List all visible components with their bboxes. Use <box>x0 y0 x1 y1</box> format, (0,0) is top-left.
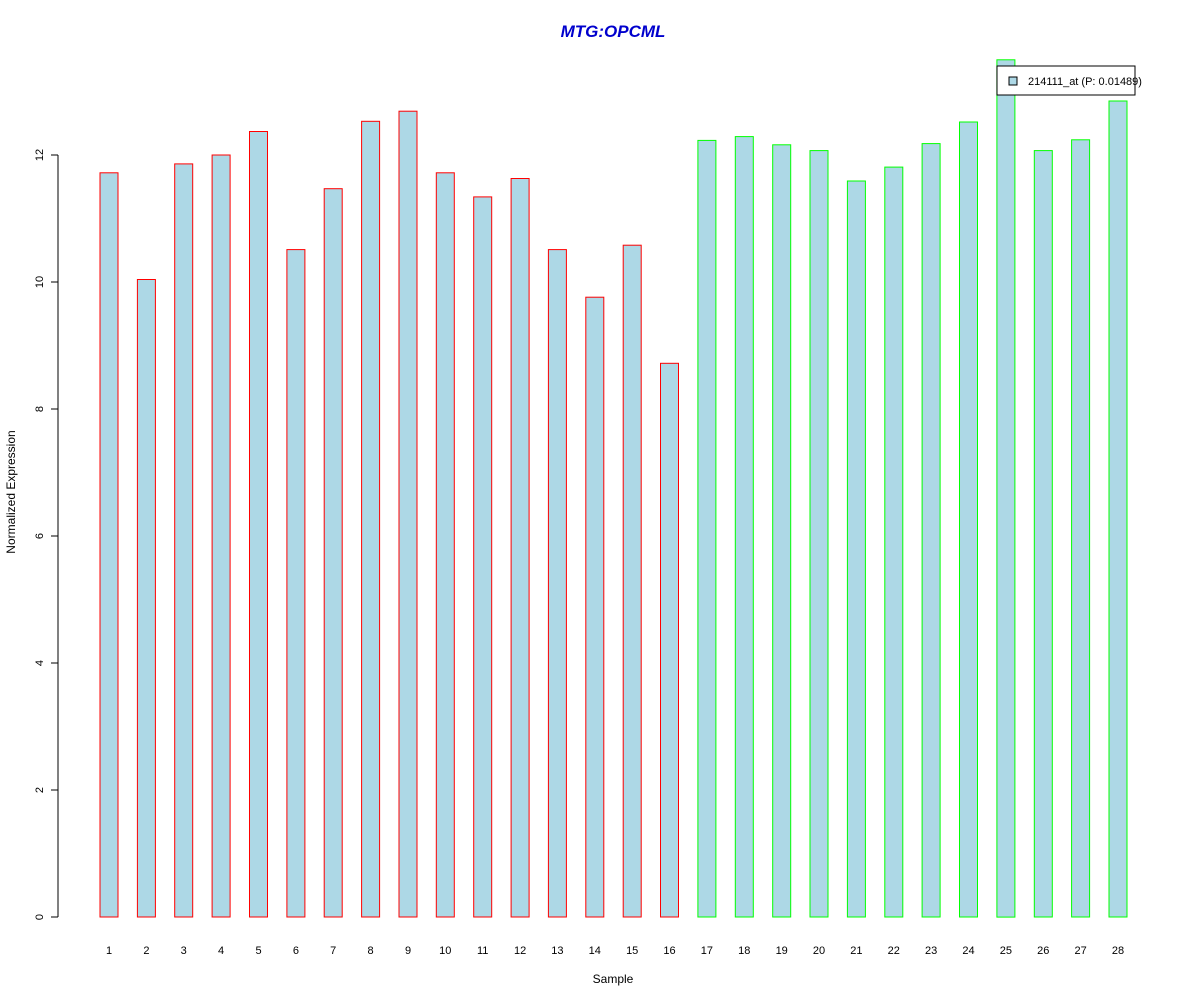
x-tick-label: 8 <box>368 945 374 957</box>
bar-sample-10 <box>435 172 455 918</box>
bar-sample-11 <box>473 196 493 918</box>
bar-sample-8 <box>361 120 381 918</box>
y-tick-label: 2 <box>34 787 46 793</box>
bar-sample-21 <box>846 180 866 918</box>
bar-sample-15 <box>622 244 642 918</box>
bar-sample-13 <box>547 249 567 918</box>
x-tick-label: 28 <box>1112 945 1124 957</box>
y-tick-label: 10 <box>34 276 46 288</box>
y-tick-label: 6 <box>34 533 46 539</box>
bar-sample-26 <box>1033 150 1053 918</box>
x-tick-label: 3 <box>181 945 187 957</box>
x-tick-label: 18 <box>738 945 750 957</box>
x-tick-label: 2 <box>143 945 149 957</box>
bar-sample-1 <box>99 172 119 918</box>
x-tick-label: 1 <box>106 945 112 957</box>
bar-sample-23 <box>921 143 941 918</box>
y-tick-label: 12 <box>34 149 46 161</box>
bar-sample-2 <box>136 279 156 918</box>
bar-sample-7 <box>323 188 343 918</box>
x-tick-label: 17 <box>701 945 713 957</box>
x-tick-labels: 1 2 3 4 5 6 7 8 9 10 11 12 13 14 15 16 17 18 19 20 21 22 23 24 2… <box>106 945 1124 957</box>
bar-sample-4 <box>211 154 231 918</box>
x-tick-label: 6 <box>293 945 299 957</box>
bar-sample-12 <box>510 178 530 918</box>
bar-sample-18 <box>734 136 754 918</box>
x-tick-label: 22 <box>888 945 900 957</box>
x-tick-label: 20 <box>813 945 825 957</box>
bar-sample-20 <box>809 150 829 918</box>
x-tick-label: 16 <box>663 945 675 957</box>
x-tick-label: 27 <box>1074 945 1086 957</box>
y-axis-label: Normalized Expression <box>4 430 18 553</box>
y-axis: 0 2 4 6 8 10 12 <box>34 149 59 920</box>
x-tick-label: 24 <box>962 945 974 957</box>
y-tick-label: 8 <box>34 406 46 412</box>
x-tick-label: 23 <box>925 945 937 957</box>
bar-sample-6 <box>286 249 306 918</box>
chart-title: MTG:OPCML <box>561 22 666 41</box>
legend-label: 214111_at (P: 0.01489) <box>1028 76 1142 88</box>
y-tick-label: 0 <box>34 914 46 920</box>
bar-sample-28 <box>1108 100 1128 918</box>
bar-sample-17 <box>697 139 717 918</box>
legend-box <box>996 65 1136 96</box>
x-tick-label: 25 <box>1000 945 1012 957</box>
bar-sample-27 <box>1071 139 1091 918</box>
x-tick-label: 21 <box>850 945 862 957</box>
x-tick-label: 12 <box>514 945 526 957</box>
bars-group <box>99 59 1128 918</box>
bar-sample-24 <box>959 121 978 918</box>
x-tick-label: 5 <box>255 945 261 957</box>
x-tick-label: 11 <box>477 945 488 957</box>
bar-sample-19 <box>772 144 792 918</box>
x-tick-label: 14 <box>589 945 601 957</box>
bar-sample-5 <box>249 131 268 918</box>
bar-sample-14 <box>585 296 605 918</box>
x-tick-label: 26 <box>1037 945 1049 957</box>
bar-sample-3 <box>174 163 194 918</box>
y-tick-label: 4 <box>34 660 46 666</box>
x-tick-label: 13 <box>551 945 563 957</box>
x-tick-label: 9 <box>405 945 411 957</box>
x-axis-label: Sample <box>593 972 634 986</box>
bar-sample-9 <box>398 110 418 918</box>
legend: 214111_at (P: 0.01489) <box>996 65 1142 96</box>
bar-sample-25 <box>996 59 1016 918</box>
x-tick-label: 4 <box>218 945 224 957</box>
bar-sample-16 <box>660 362 679 918</box>
legend-swatch <box>1008 76 1018 86</box>
x-tick-label: 7 <box>330 945 336 957</box>
x-tick-label: 15 <box>626 945 638 957</box>
bar-sample-22 <box>884 166 904 918</box>
x-tick-label: 10 <box>439 945 451 957</box>
x-tick-label: 19 <box>776 945 788 957</box>
